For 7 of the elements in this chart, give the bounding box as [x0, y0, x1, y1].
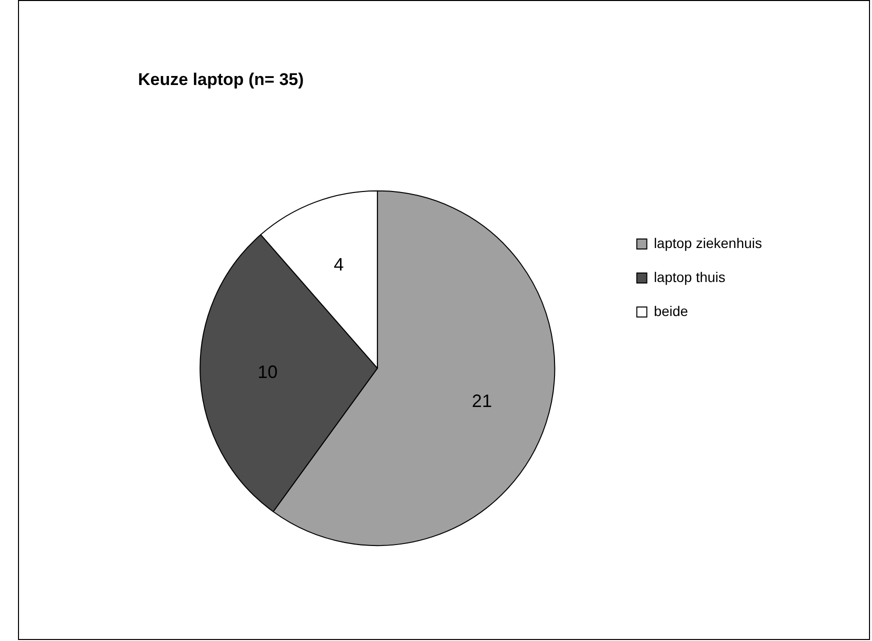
- legend-label: laptop ziekenhuis: [654, 234, 762, 251]
- data-label: 4: [334, 254, 344, 274]
- chart-title: Keuze laptop (n= 35): [138, 70, 304, 89]
- data-label: 21: [472, 391, 492, 412]
- data-label: 10: [258, 362, 278, 382]
- legend-label: beide: [654, 302, 688, 319]
- legend-label: laptop thuis: [654, 268, 726, 285]
